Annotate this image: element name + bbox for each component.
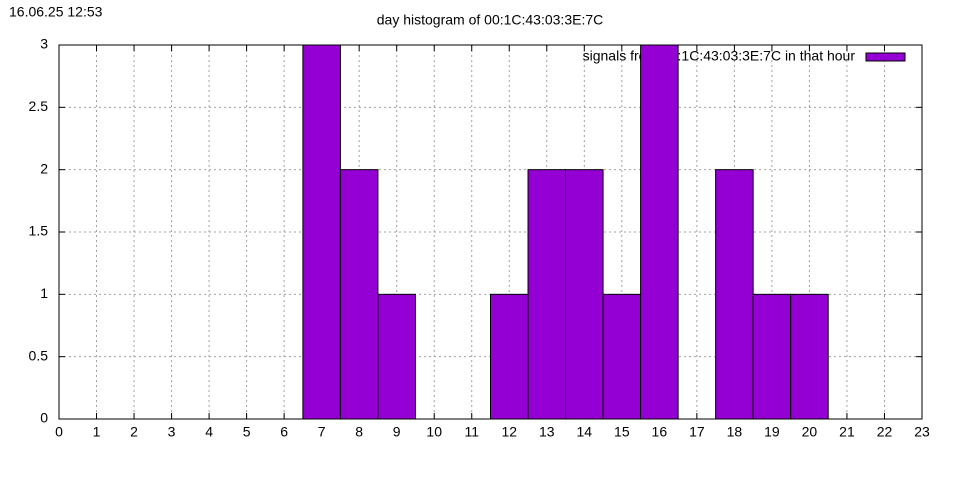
x-tick-label: 0 — [55, 424, 63, 440]
x-tick-label: 2 — [130, 424, 138, 440]
x-tick-label: 5 — [243, 424, 251, 440]
bar — [565, 169, 604, 420]
bar — [377, 293, 416, 420]
x-tick-label: 20 — [802, 424, 818, 440]
y-tick-label: 2.5 — [29, 98, 49, 114]
bar — [490, 293, 529, 420]
bar — [527, 169, 567, 420]
x-tick-label: 8 — [355, 424, 363, 440]
bar — [790, 293, 829, 420]
y-tick-label: 3 — [40, 36, 48, 52]
x-tick-label: 16 — [652, 424, 668, 440]
x-tick-label: 19 — [764, 424, 780, 440]
x-tick-label: 21 — [839, 424, 855, 440]
x-tick-label: 13 — [539, 424, 555, 440]
timestamp: 16.06.25 12:53 — [9, 4, 103, 20]
x-tick-label: 18 — [727, 424, 743, 440]
x-tick-label: 6 — [280, 424, 288, 440]
bar — [302, 44, 341, 420]
x-tick-label: 23 — [914, 424, 930, 440]
bar — [715, 169, 754, 420]
legend-label: signals from 00:1C:43:03:3E:7C in that h… — [583, 48, 856, 64]
x-tick-label: 1 — [93, 424, 101, 440]
bar — [602, 293, 642, 420]
plot-border — [58, 44, 923, 420]
x-tick-label: 3 — [168, 424, 176, 440]
bar — [640, 44, 679, 420]
y-tick-label: 0 — [40, 410, 48, 426]
x-tick-label: 7 — [318, 424, 326, 440]
y-tick-label: 0.5 — [29, 347, 49, 363]
x-tick-label: 17 — [689, 424, 705, 440]
x-tick-label: 4 — [205, 424, 213, 440]
y-tick-label: 1.5 — [29, 223, 49, 239]
x-tick-label: 12 — [501, 424, 517, 440]
y-tick-label: 2 — [40, 160, 48, 176]
x-tick-label: 15 — [614, 424, 630, 440]
x-tick-label: 22 — [877, 424, 893, 440]
x-tick-label: 14 — [577, 424, 593, 440]
legend-swatch — [865, 52, 906, 62]
bar — [339, 169, 379, 420]
y-tick-label: 1 — [40, 285, 48, 301]
bar — [752, 293, 792, 420]
x-tick-label: 11 — [464, 424, 479, 440]
x-tick-label: 9 — [393, 424, 401, 440]
x-tick-label: 10 — [426, 424, 442, 440]
chart-title: day histogram of 00:1C:43:03:3E:7C — [377, 12, 603, 28]
